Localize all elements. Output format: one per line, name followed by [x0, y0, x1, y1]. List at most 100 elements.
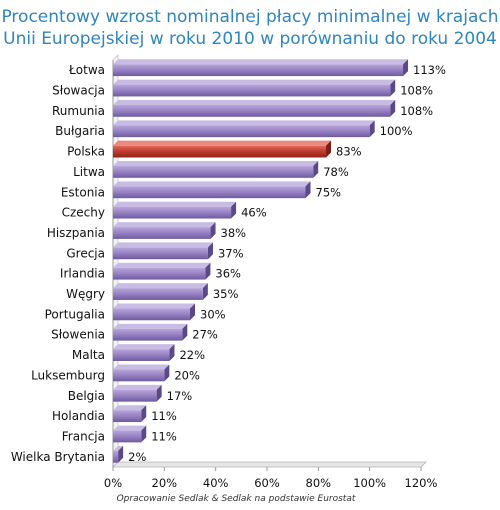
bar: [113, 104, 391, 117]
bar: [113, 125, 370, 138]
bar-side: [202, 283, 208, 300]
bar-top: [113, 120, 375, 126]
data-label: 108%: [400, 84, 433, 98]
bar: [113, 247, 208, 260]
bar-top: [113, 303, 195, 309]
bar: [113, 166, 314, 178]
bar-top: [113, 242, 213, 248]
bar-top: [113, 283, 208, 289]
data-label: 30%: [200, 307, 226, 321]
bar-top: [113, 323, 188, 329]
bar: [113, 389, 157, 402]
bar-side: [164, 364, 170, 382]
bar: [113, 430, 142, 443]
bar-top: [113, 425, 147, 431]
category-label: Luksemburg: [31, 368, 105, 382]
bar: [113, 288, 203, 300]
bar-side: [326, 140, 332, 158]
bar: [113, 308, 190, 321]
bar: [113, 64, 404, 77]
bar: [113, 328, 183, 341]
data-label: 46%: [241, 206, 267, 220]
bar-side: [182, 323, 188, 341]
category-label: Holandia: [52, 409, 105, 423]
chart-title-line-1: Procentowy wzrost nominalnej płacy minim…: [1, 7, 499, 27]
data-label: 36%: [215, 267, 241, 281]
bar-top: [113, 405, 147, 411]
x-tick-label: 0%: [104, 476, 122, 490]
category-label: Francja: [62, 429, 105, 443]
x-tick-label: 40%: [203, 476, 229, 490]
category-label: Estonia: [61, 185, 105, 199]
bar-side: [403, 59, 409, 77]
bar: [113, 206, 232, 219]
bar-side: [305, 181, 311, 199]
bar: [113, 186, 306, 199]
bar-top: [113, 201, 237, 207]
category-label: Słowenia: [51, 328, 105, 342]
bar-top: [113, 181, 311, 187]
bar-side: [231, 201, 237, 219]
data-label: 11%: [151, 409, 177, 423]
category-label: Łotwa: [68, 63, 105, 77]
data-label: 100%: [380, 124, 413, 138]
data-label: 78%: [323, 165, 349, 179]
category-label: Polska: [67, 145, 105, 159]
bar: [113, 267, 206, 280]
bar: [113, 450, 119, 463]
bar: [113, 349, 170, 361]
chart-title: Procentowy wzrost nominalnej płacy minim…: [0, 6, 500, 50]
bar: [113, 369, 165, 382]
category-label: Malta: [72, 348, 105, 362]
chart-title-line-2: Unii Europejskiej w roku 2010 w porównan…: [3, 29, 497, 49]
x-tick-label: 60%: [254, 476, 280, 490]
data-label: 2%: [128, 450, 146, 464]
bar-side: [313, 161, 319, 178]
bar-side: [118, 445, 124, 463]
data-label: 108%: [400, 104, 433, 118]
category-label: Czechy: [62, 206, 105, 220]
data-label: 38%: [221, 226, 247, 240]
data-label: 37%: [218, 246, 244, 260]
bar-side: [141, 425, 147, 443]
x-tick-label: 20%: [152, 476, 178, 490]
bar-top: [113, 364, 170, 370]
data-label: 17%: [167, 389, 193, 403]
x-tick-label: 100%: [353, 476, 386, 490]
category-label: Wielka Brytania: [11, 450, 105, 464]
bar-side: [207, 242, 213, 260]
bar-side: [141, 405, 147, 423]
category-label: Portugalia: [45, 307, 105, 321]
x-tick-label: 120%: [405, 476, 438, 490]
category-label: Belgia: [68, 389, 105, 403]
data-label: 83%: [336, 145, 362, 159]
bar-top: [113, 140, 332, 146]
data-label: 20%: [174, 368, 200, 382]
bar-top: [113, 222, 216, 228]
category-label: Bułgaria: [55, 124, 105, 138]
data-label: 35%: [213, 287, 239, 301]
category-label: Rumunia: [52, 104, 105, 118]
y-axis-wall: [112, 54, 119, 468]
category-label: Grecja: [66, 246, 105, 260]
bar: [113, 84, 391, 97]
bar-side: [210, 222, 216, 239]
bar-top: [113, 445, 124, 451]
bar: [113, 410, 142, 423]
x-tick-label: 80%: [306, 476, 332, 490]
bar-highlight: [113, 145, 327, 158]
bar-top: [113, 161, 319, 167]
x-axis-floor: [112, 461, 427, 468]
data-label: 11%: [151, 429, 177, 443]
category-label: Hiszpania: [47, 226, 105, 240]
bar-side: [156, 384, 162, 402]
bar-top: [113, 262, 211, 268]
source-note: Opracowanie Sedlak & Sedlak na podstawie…: [116, 494, 356, 504]
data-label: 27%: [192, 328, 218, 342]
category-label: Litwa: [73, 165, 105, 179]
data-label: 22%: [179, 348, 205, 362]
category-label: Słowacja: [52, 84, 105, 98]
bar-top: [113, 59, 409, 65]
category-label: Irlandia: [60, 267, 105, 281]
